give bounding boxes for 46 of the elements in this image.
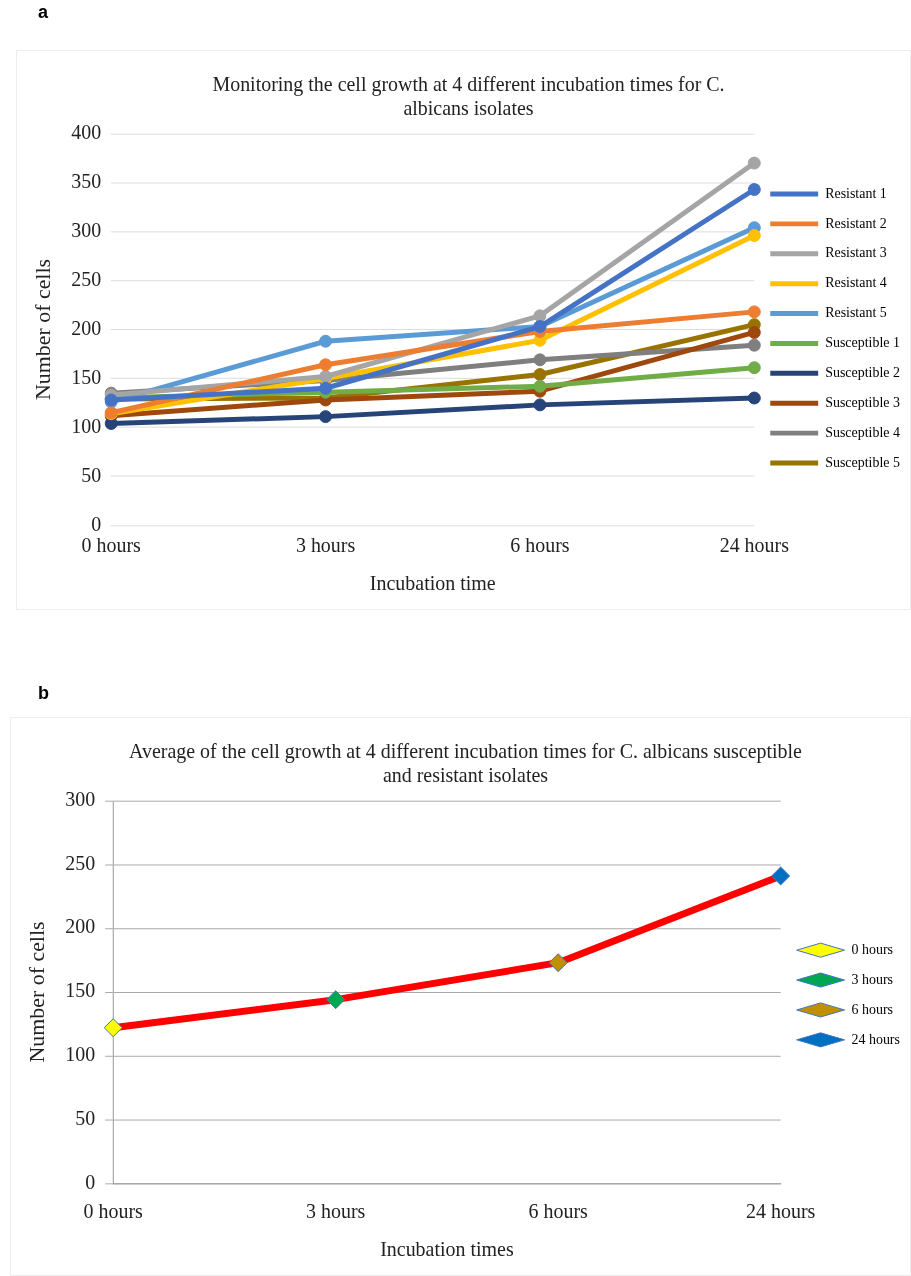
legend-label: Resistant 3	[825, 245, 887, 261]
x-tick-label: 24 hours	[719, 534, 790, 557]
y-axis-title: Number of cells	[29, 258, 55, 401]
y-tick-label: 350	[71, 169, 102, 192]
y-tick-label: 150	[71, 365, 102, 388]
y-tick-label: 150	[65, 979, 96, 1002]
y-tick-label: 300	[65, 787, 96, 810]
x-axis-title: Incubation times	[380, 1238, 514, 1261]
y-tick-label: 100	[65, 1043, 96, 1066]
x-axis-title: Incubation time	[369, 572, 496, 595]
legend-label: Susceptible 2	[825, 365, 900, 380]
legend-label: 24 hours	[851, 1031, 900, 1047]
y-tick-label: 250	[65, 851, 96, 874]
y-tick-label: 400	[71, 120, 102, 143]
chart-title: Average of the cell growth at 4 different incubation times for C. albicans susceptible and resistant isolates	[129, 740, 803, 787]
y-tick-label: 0	[85, 1170, 96, 1193]
legend-label: Susceptible 1	[825, 335, 900, 351]
y-tick-label: 0	[91, 512, 102, 535]
x-tick-label: 6 hours	[510, 534, 570, 557]
y-tick-label: 200	[71, 316, 102, 339]
text: b	[38, 683, 49, 704]
legend-label: 6 hours	[851, 1001, 893, 1017]
legend-label: Resistant 2	[825, 215, 887, 231]
legend-label: 3 hours	[851, 971, 893, 987]
legend-label: Resistant 4	[825, 275, 887, 291]
y-tick-label: 250	[71, 267, 102, 290]
x-tick-label: 3 hours	[295, 534, 356, 557]
y-axis-title: Number of cells	[23, 921, 49, 1063]
x-tick-label: 0 hours	[81, 534, 142, 557]
y-tick-label: 200	[65, 915, 96, 938]
y-tick-label: 100	[71, 414, 102, 437]
legend-label: Resistant 1	[825, 185, 887, 201]
x-tick-label: 24 hours	[746, 1200, 816, 1223]
x-tick-label: 6 hours	[528, 1200, 589, 1223]
y-tick-label: 50	[75, 1106, 96, 1129]
legend-label: Susceptible 3	[825, 394, 900, 410]
text: a	[38, 2, 49, 23]
legend-label: Resistant 5	[825, 305, 887, 321]
legend-label: Susceptible 4	[825, 424, 900, 440]
x-tick-label: 0 hours	[83, 1200, 144, 1223]
chart-title: Monitoring the cell growth at 4 different incubation times for C. albicans isolates	[212, 73, 725, 120]
y-tick-label: 300	[71, 218, 102, 241]
x-tick-label: 3 hours	[306, 1200, 366, 1223]
y-tick-label: 50	[81, 463, 102, 486]
legend-label: Susceptible 5	[825, 454, 900, 470]
legend-label: 0 hours	[851, 941, 893, 957]
